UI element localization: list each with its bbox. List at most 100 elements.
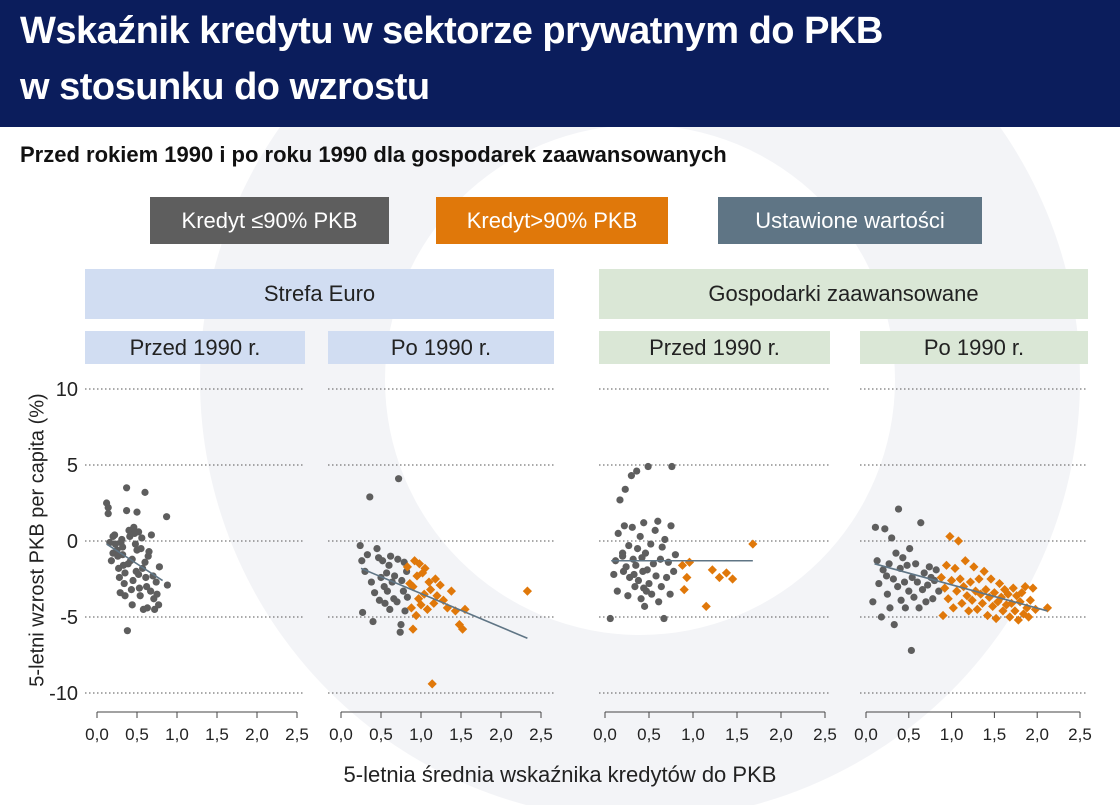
data-point-high bbox=[408, 624, 418, 634]
data-point-low bbox=[385, 561, 393, 569]
data-point-high bbox=[450, 606, 460, 616]
data-point-low bbox=[905, 587, 913, 595]
data-point-high bbox=[435, 580, 445, 590]
y-tick-label: 5 bbox=[67, 455, 78, 477]
data-point-high bbox=[1005, 612, 1015, 622]
data-point-high bbox=[442, 603, 452, 613]
data-point-high bbox=[412, 571, 422, 581]
data-point-low bbox=[658, 543, 666, 551]
fit-line bbox=[360, 567, 528, 640]
x-tick-label: 1,5 bbox=[449, 725, 473, 744]
data-point-high bbox=[955, 574, 965, 584]
data-point-high bbox=[964, 606, 974, 616]
data-point-low bbox=[624, 592, 632, 600]
data-point-low bbox=[131, 540, 139, 548]
data-point-high bbox=[982, 610, 993, 621]
data-point-high bbox=[424, 577, 434, 587]
data-point-high bbox=[426, 585, 436, 595]
data-point-low bbox=[918, 586, 927, 594]
data-point-low bbox=[641, 549, 650, 557]
data-point-low bbox=[901, 604, 909, 612]
data-point-low bbox=[894, 583, 902, 591]
data-point-low bbox=[888, 534, 896, 542]
data-point-low bbox=[913, 578, 921, 586]
data-point-low bbox=[613, 587, 621, 595]
x-axis-label: 5-letnia średnia wskaźnika kredytów do P… bbox=[343, 762, 777, 787]
data-point-high bbox=[1001, 600, 1011, 610]
legend-low-credit: Kredyt ≤90% PKB bbox=[150, 197, 389, 244]
data-point-high bbox=[429, 598, 439, 608]
data-point-high bbox=[432, 591, 442, 601]
x-tick-label: 1,0 bbox=[681, 725, 705, 744]
x-tick-label: 0,5 bbox=[369, 725, 393, 744]
data-point-low bbox=[137, 545, 145, 553]
data-point-low bbox=[114, 552, 122, 560]
data-point-low bbox=[120, 579, 128, 588]
data-point-high bbox=[721, 568, 732, 578]
panel-header-advanced-before: Przed 1990 r. bbox=[599, 331, 830, 364]
data-point-high bbox=[728, 574, 738, 584]
group-header-euro: Strefa Euro bbox=[85, 269, 554, 319]
data-point-low bbox=[119, 561, 127, 569]
data-point-high bbox=[994, 578, 1005, 589]
data-point-low bbox=[871, 523, 880, 531]
data-point-high bbox=[958, 582, 969, 592]
data-point-low bbox=[648, 590, 656, 598]
data-point-low bbox=[393, 598, 401, 606]
data-point-low bbox=[403, 593, 411, 601]
x-tick-label: 0,5 bbox=[897, 725, 921, 744]
data-point-high bbox=[967, 595, 977, 605]
data-point-low bbox=[143, 604, 151, 612]
data-point-low bbox=[383, 587, 391, 595]
x-tick-label: 2,0 bbox=[1025, 725, 1049, 744]
data-point-high bbox=[938, 610, 948, 621]
data-point-high bbox=[414, 559, 424, 569]
data-point-low bbox=[670, 567, 678, 576]
data-point-low bbox=[656, 555, 665, 563]
data-point-low bbox=[138, 534, 146, 542]
data-point-low bbox=[900, 578, 909, 586]
data-point-low bbox=[123, 484, 131, 492]
data-point-low bbox=[367, 578, 375, 586]
data-point-low bbox=[912, 560, 920, 568]
data-point-low bbox=[375, 596, 383, 604]
data-point-low bbox=[141, 488, 149, 496]
data-point-low bbox=[129, 576, 137, 585]
x-tick-label: 2,5 bbox=[813, 725, 837, 744]
data-point-low bbox=[107, 557, 115, 565]
data-point-low bbox=[123, 627, 131, 635]
data-point-low bbox=[631, 583, 639, 591]
data-point-low bbox=[386, 605, 394, 614]
data-point-high bbox=[748, 539, 758, 549]
data-point-low bbox=[630, 570, 638, 579]
data-point-low bbox=[135, 570, 143, 579]
data-point-high bbox=[458, 624, 468, 634]
data-point-low bbox=[121, 569, 129, 577]
data-point-high bbox=[952, 586, 962, 596]
x-tick-label: 2,0 bbox=[245, 725, 269, 744]
data-point-low bbox=[661, 535, 669, 544]
data-point-low bbox=[622, 563, 630, 571]
data-point-low bbox=[627, 472, 636, 480]
y-tick-label: -10 bbox=[49, 683, 78, 705]
data-point-high bbox=[957, 598, 967, 608]
data-point-high bbox=[430, 574, 440, 584]
data-point-low bbox=[633, 545, 642, 553]
x-tick-label: 1,5 bbox=[983, 725, 1007, 744]
x-tick-label: 1,0 bbox=[940, 725, 964, 744]
data-point-high bbox=[406, 603, 416, 613]
data-point-low bbox=[135, 584, 143, 592]
data-point-high bbox=[410, 556, 420, 566]
data-point-low bbox=[119, 543, 127, 551]
data-point-low bbox=[373, 545, 381, 553]
title-bar: Wskaźnik kredytu w sektorze prywatnym do… bbox=[0, 0, 1120, 127]
data-point-low bbox=[907, 646, 915, 655]
data-point-low bbox=[935, 587, 943, 595]
data-point-low bbox=[614, 529, 622, 538]
data-point-high bbox=[402, 562, 412, 572]
data-point-low bbox=[875, 579, 883, 588]
data-point-high bbox=[1028, 583, 1038, 593]
data-point-low bbox=[929, 595, 937, 603]
x-tick-label: 2,0 bbox=[489, 725, 513, 744]
data-point-low bbox=[155, 601, 163, 609]
